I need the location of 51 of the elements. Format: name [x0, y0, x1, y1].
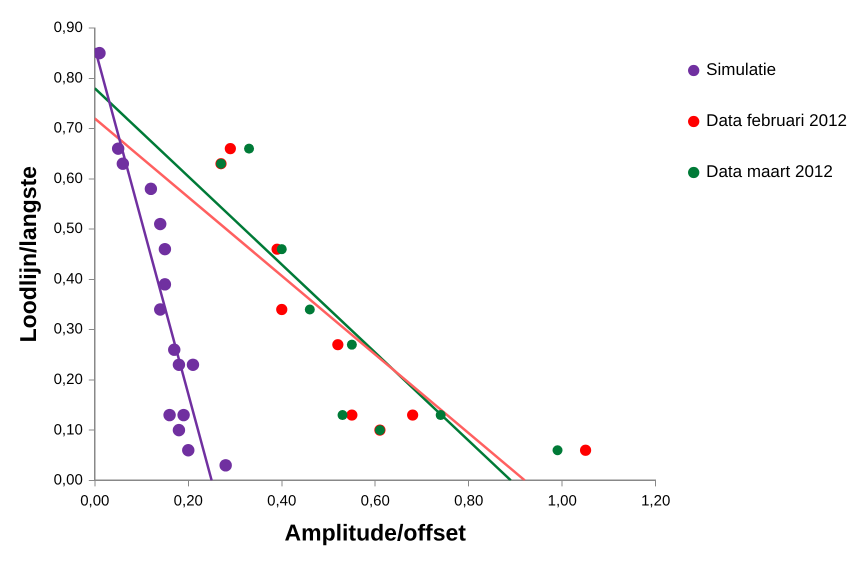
point: [346, 409, 358, 421]
point: [276, 304, 288, 316]
x-tick-label: 0,60: [360, 492, 390, 510]
x-tick-label: 1,00: [548, 492, 577, 510]
x-tick-label: 1,20: [641, 492, 670, 510]
x-tick-label: 0,20: [174, 492, 203, 510]
point: [163, 408, 176, 422]
point: [580, 444, 592, 456]
legend-label: Simulatie: [706, 60, 776, 80]
point: [168, 344, 180, 356]
point: [224, 143, 236, 154]
point: [436, 410, 446, 420]
point: [552, 445, 563, 456]
x-tick-label: 0,80: [454, 492, 484, 510]
point: [177, 408, 190, 422]
point: [116, 158, 130, 170]
point: [332, 339, 344, 350]
point: [154, 218, 166, 230]
y-tick-label: 0,20: [54, 371, 83, 388]
point: [158, 278, 172, 291]
point: [276, 244, 287, 254]
point: [219, 459, 232, 472]
point: [112, 142, 124, 155]
point: [172, 358, 186, 371]
legend-label: Data februari 2012: [706, 111, 848, 130]
y-tick-label: 0,40: [54, 270, 83, 288]
y-tick-label: 0,50: [54, 220, 83, 238]
y-tick-label: 0,30: [54, 320, 83, 338]
point: [94, 46, 106, 60]
point: [407, 409, 418, 421]
y-tick-label: 0,60: [54, 170, 83, 187]
point: [304, 304, 315, 314]
point: [144, 182, 158, 196]
point: [186, 358, 200, 371]
y-tick-label: 0,90: [54, 19, 83, 36]
y-tick-label: 0,80: [54, 69, 83, 86]
point: [172, 424, 186, 436]
legend-label: Data maart 2012: [706, 162, 833, 182]
y-tick-label: 0,70: [54, 120, 83, 137]
y-axis-title: Loodlijn/langste: [15, 166, 42, 342]
point: [182, 444, 194, 456]
x-tick-label: 0,40: [267, 492, 296, 510]
y-tick-label: 0,00: [54, 472, 83, 489]
point: [154, 303, 166, 316]
x-tick-label: 0,00: [80, 492, 110, 510]
x-axis-title: Amplitude/offset: [284, 520, 466, 546]
point: [338, 410, 348, 420]
point: [244, 144, 254, 154]
point: [346, 340, 357, 350]
point: [158, 242, 172, 256]
y-tick-label: 0,10: [54, 421, 83, 438]
